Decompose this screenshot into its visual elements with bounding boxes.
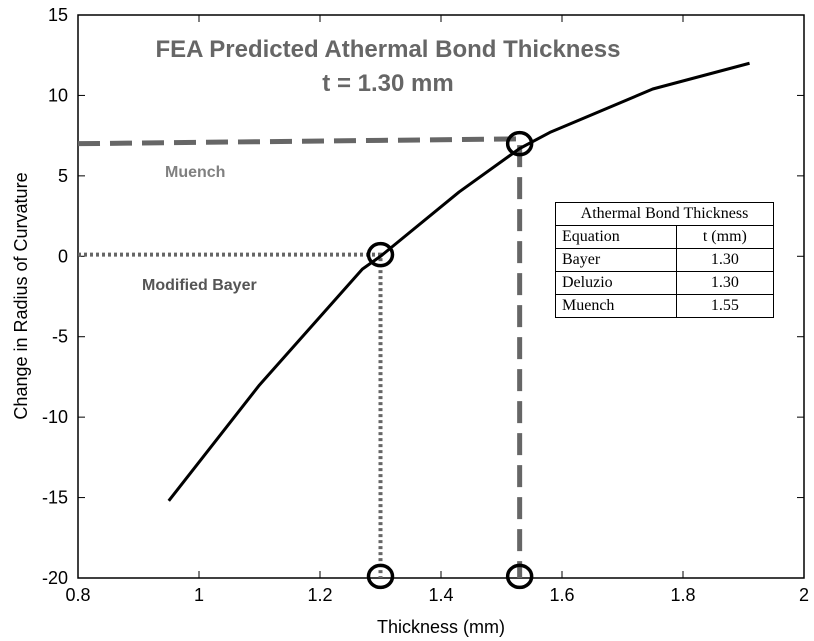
x-axis-title: Thickness (mm): [377, 617, 505, 637]
chart-title: FEA Predicted Athermal Bond Thickness: [156, 36, 621, 63]
table-header-row: Equation t (mm): [555, 225, 775, 249]
chart-subtitle: t = 1.30 mm: [322, 70, 453, 97]
table-cell-t: 1.55: [675, 294, 775, 318]
muench-annotation: Muench: [165, 164, 225, 181]
x-tick-label: 0.8: [65, 585, 90, 605]
modified-bayer-guide-line: [78, 252, 383, 578]
x-tick-label: 1.6: [549, 585, 574, 605]
axis-ticks: 0.8 1 1.2 1.4 1.6 1.8 2 15 10 5 0 -5 -10 -15 -20: [42, 5, 809, 605]
y-tick-label: -10: [42, 407, 68, 427]
table-row: Bayer 1.30: [555, 248, 775, 272]
table-cell-equation: Bayer: [555, 248, 677, 272]
y-tick-label: 0: [58, 246, 68, 266]
x-tick-label: 1.4: [428, 585, 453, 605]
table-header-equation: Equation: [555, 225, 677, 249]
table-row: Muench 1.55: [555, 294, 775, 318]
x-tick-label: 1.8: [670, 585, 695, 605]
circle-marker: [366, 241, 395, 268]
y-tick-label: -20: [42, 568, 68, 588]
y-tick-label: -5: [52, 327, 68, 347]
table-cell-t: 1.30: [675, 271, 775, 295]
circle-marker: [366, 563, 395, 590]
table-header-t: t (mm): [675, 225, 775, 249]
table-cell-t: 1.30: [675, 248, 775, 272]
y-tick-label: 15: [48, 5, 68, 25]
muench-guide-line: [77, 136, 523, 578]
y-tick-label: -15: [42, 488, 68, 508]
series-line: [167, 61, 750, 502]
guide-lines: [77, 136, 523, 578]
y-tick-label: 5: [58, 166, 68, 186]
table-cell-equation: Muench: [555, 294, 677, 318]
markers-group: [366, 130, 534, 590]
x-tick-label: 2: [799, 585, 809, 605]
circle-marker: [505, 130, 534, 157]
modified-bayer-annotation: Modified Bayer: [142, 277, 257, 294]
series-group: [167, 61, 750, 502]
table-row: Deluzio 1.30: [555, 271, 775, 295]
athermal-bond-table: Athermal Bond Thickness Equation t (mm) …: [555, 202, 775, 318]
table-caption-row: Athermal Bond Thickness: [555, 202, 774, 226]
x-tick-label: 1: [194, 585, 204, 605]
y-tick-label: 10: [48, 85, 68, 105]
x-tick-label: 1.2: [307, 585, 332, 605]
table-cell-equation: Deluzio: [555, 271, 677, 295]
y-axis-title: Change in Radius of Curvature: [11, 172, 31, 419]
circle-marker: [505, 563, 534, 590]
table-caption: Athermal Bond Thickness: [555, 202, 774, 226]
